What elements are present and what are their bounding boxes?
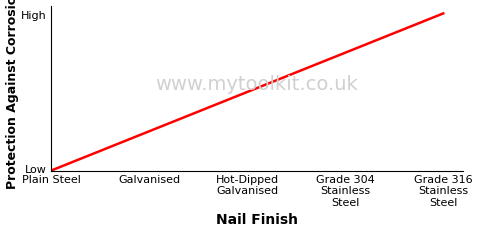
Y-axis label: Protection Against Corrosion: Protection Against Corrosion	[6, 0, 19, 189]
X-axis label: Nail Finish: Nail Finish	[216, 213, 298, 227]
Text: www.mytoolkit.co.uk: www.mytoolkit.co.uk	[156, 75, 359, 94]
